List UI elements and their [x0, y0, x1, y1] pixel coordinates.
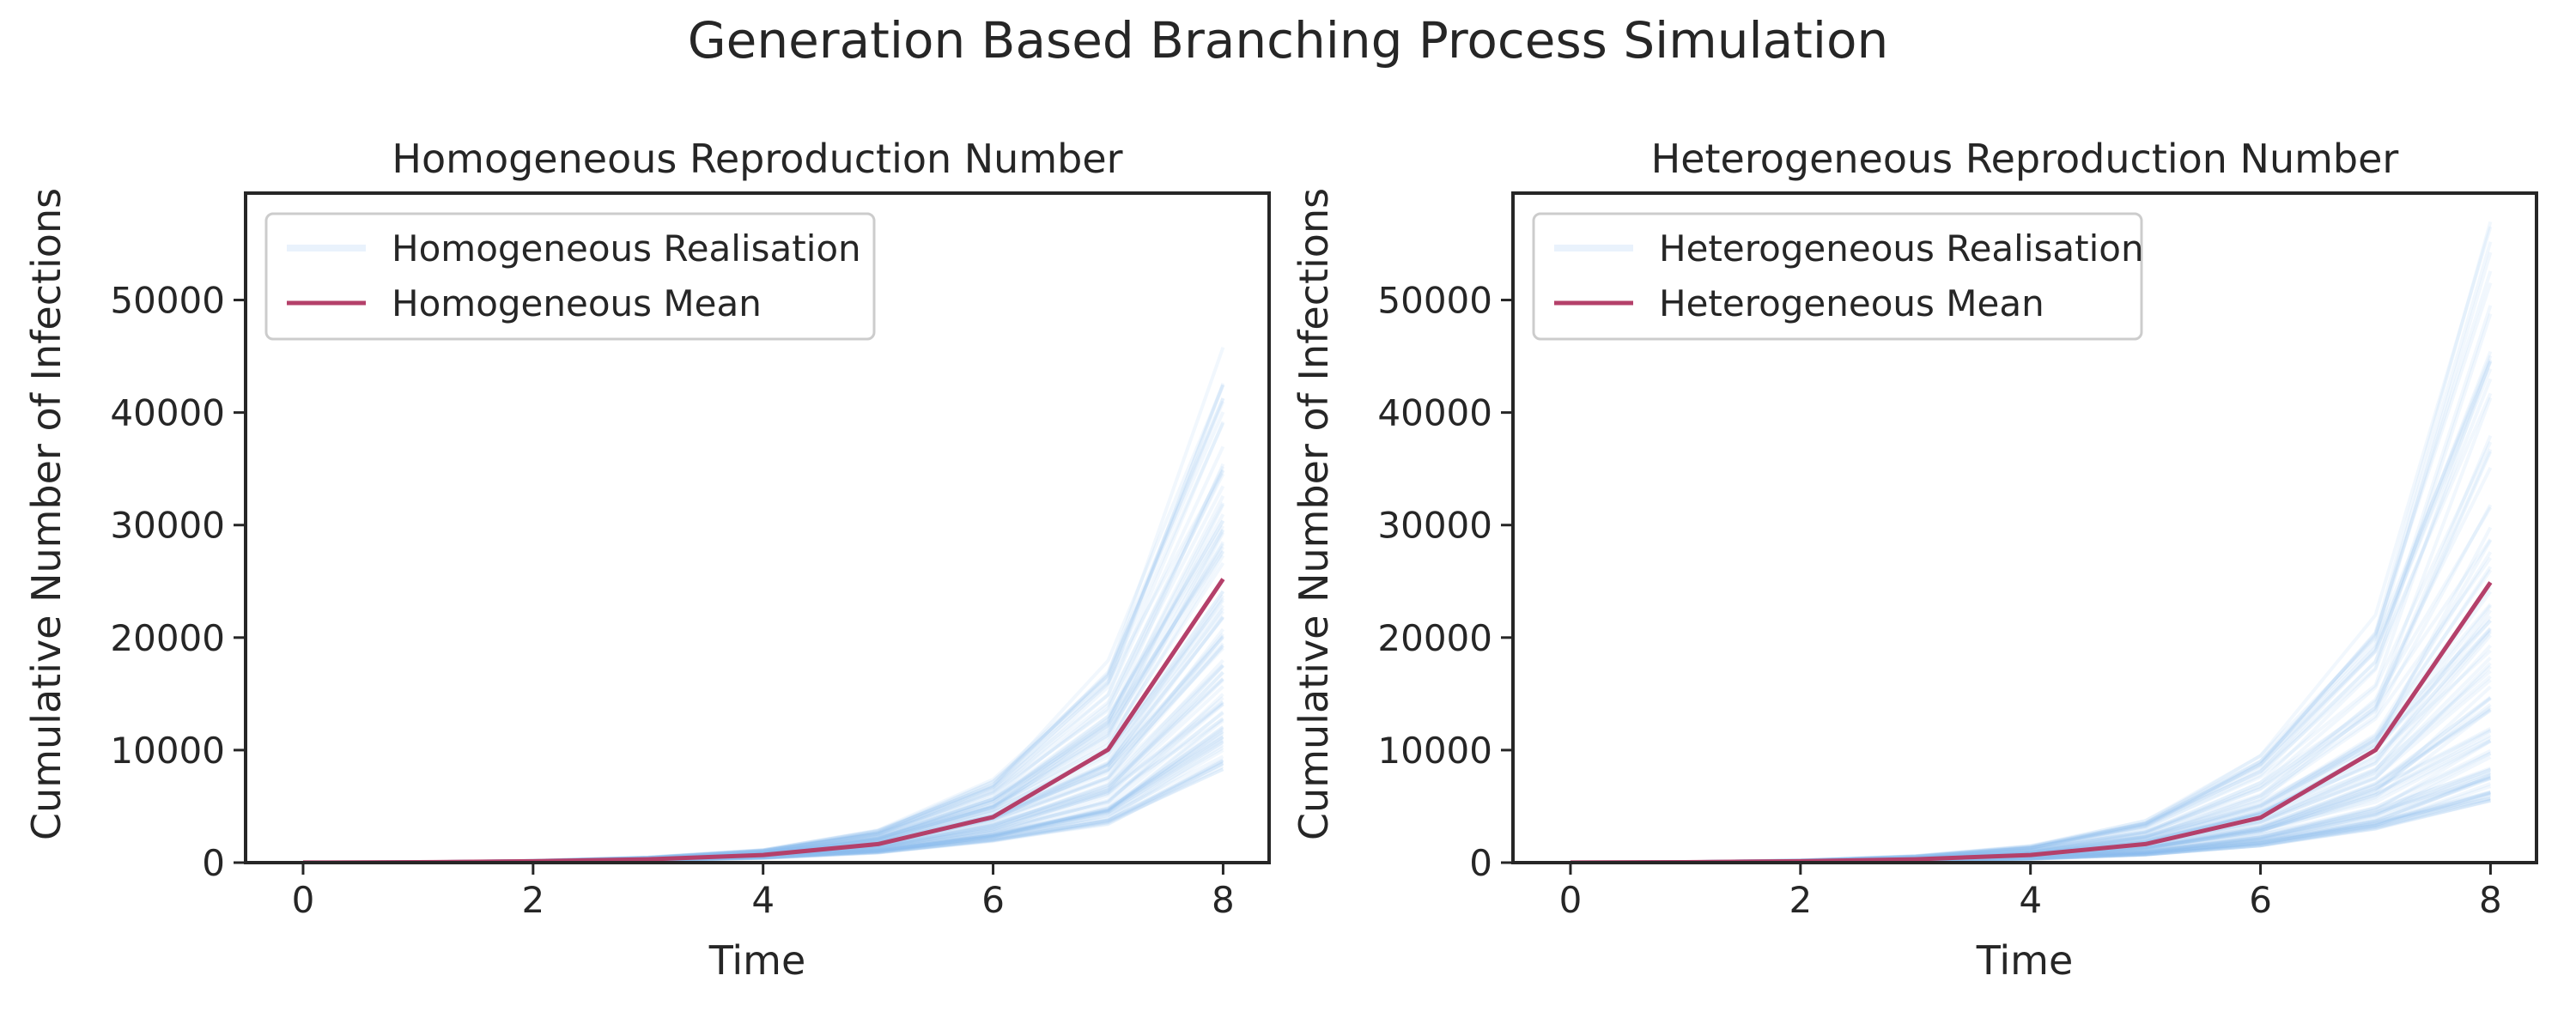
x-tick-label: 2: [1789, 879, 1812, 921]
subplot-title: Homogeneous Reproduction Number: [392, 136, 1122, 182]
y-tick-label: 50000: [1377, 280, 1492, 322]
axes-frame: [1511, 191, 2538, 864]
realisation-line: [1570, 282, 2493, 863]
subplot-title: Heterogeneous Reproduction Number: [1651, 136, 2399, 182]
y-tick-label: 50000: [110, 280, 225, 322]
legend-mean-label: Homogeneous Mean: [392, 282, 762, 324]
x-tick-label: 6: [2249, 879, 2272, 921]
legend-mean-label: Heterogeneous Mean: [1659, 282, 2044, 324]
x-tick-label: 8: [2479, 879, 2502, 921]
legend-realisation-label: Homogeneous Realisation: [392, 227, 861, 270]
realisation-lines: [302, 346, 1225, 863]
y-tick-label: 0: [1469, 842, 1492, 884]
chart-panel-2: 0 2 4 6 8 0 10000 20000 30000 40000 50000 Heterogen…: [1291, 136, 2538, 984]
y-tick-label: 20000: [1377, 617, 1492, 659]
y-tick-label: 40000: [110, 392, 225, 434]
legend-realisation-label: Heterogeneous Realisation: [1659, 227, 2144, 270]
legend-box: [264, 212, 876, 341]
x-axis-label: Time: [708, 937, 806, 984]
x-tick-label: 4: [2019, 879, 2042, 921]
y-tick-label: 10000: [1377, 730, 1492, 772]
legend: Heterogeneous Realisation Heterogeneous M…: [1532, 212, 2144, 341]
x-axis-label: Time: [1976, 937, 2074, 984]
axes-frame: [244, 191, 1271, 864]
x-tick-label: 4: [751, 879, 775, 921]
figure-title: Generation Based Branching Process Simul…: [687, 11, 1889, 70]
y-axis-label: Cumulative Number of Infections: [1291, 188, 1337, 840]
y-tick-label: 0: [202, 842, 225, 884]
x-tick-label: 0: [292, 879, 315, 921]
y-tick-label: 10000: [110, 730, 225, 772]
legend-box: [1532, 212, 2143, 341]
realisation-line: [1570, 378, 2493, 863]
chart-panel-1: 0 2 4 6 8 0 10000 20000 30000 40000 50000 Homogeneo…: [23, 136, 1271, 984]
y-tick-label: 30000: [1377, 505, 1492, 547]
x-tick-label: 0: [1559, 879, 1583, 921]
x-tick-label: 8: [1212, 879, 1235, 921]
y-tick-label: 40000: [1377, 392, 1492, 434]
y-axis-label: Cumulative Number of Infections: [23, 188, 70, 840]
y-tick-label: 20000: [110, 617, 225, 659]
x-tick-label: 2: [521, 879, 544, 921]
legend: Homogeneous Realisation Homogeneous Mean: [264, 212, 876, 341]
y-tick-label: 30000: [110, 505, 225, 547]
x-tick-label: 6: [981, 879, 1005, 921]
